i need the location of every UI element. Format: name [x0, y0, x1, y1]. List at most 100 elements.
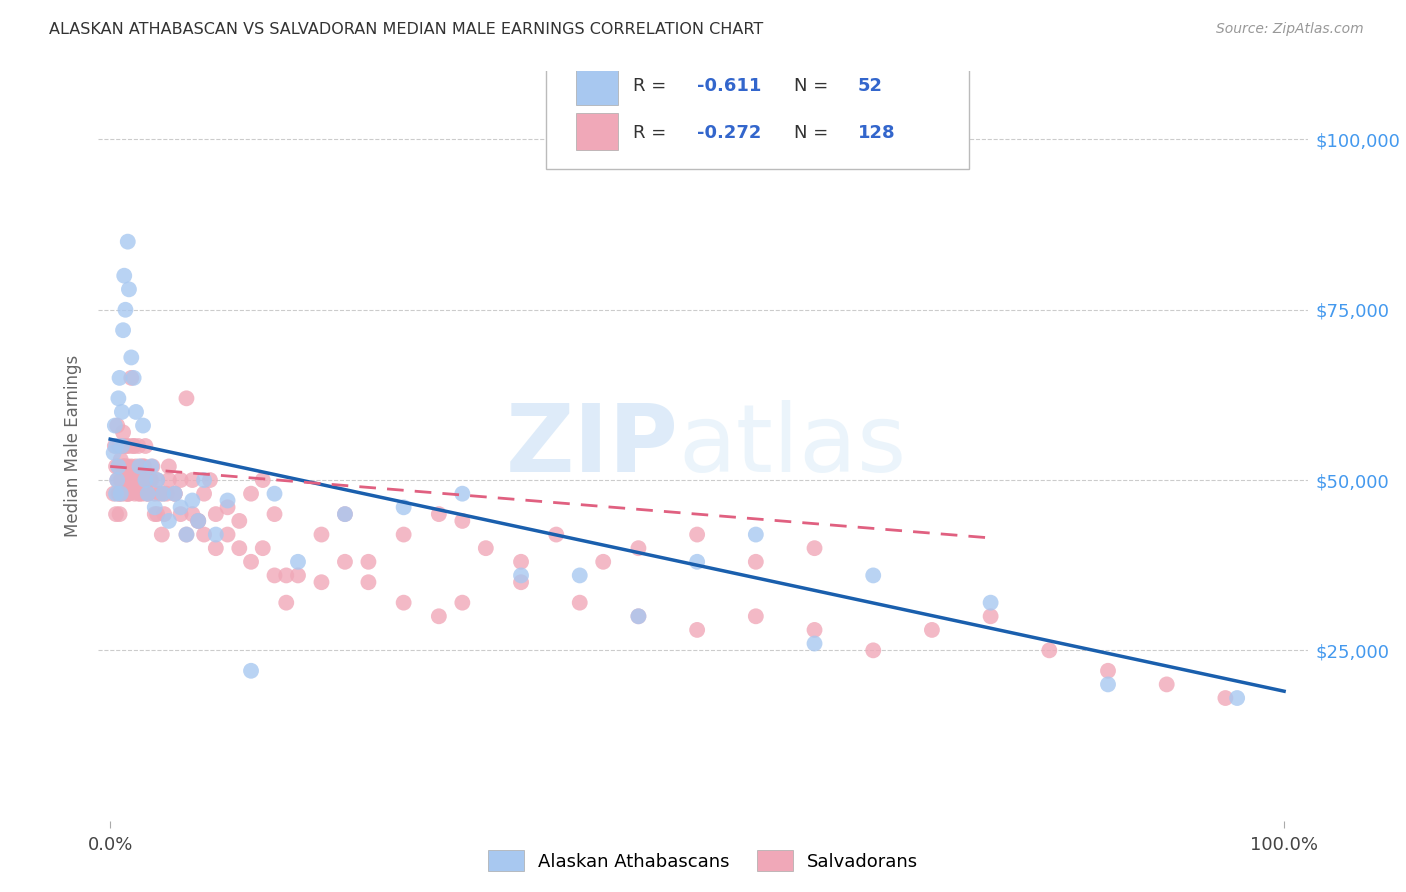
Point: [153, 507, 176, 521]
Point: [146, 473, 169, 487]
Point: [193, 486, 215, 500]
Point: [125, 405, 148, 419]
Point: [105, 507, 128, 521]
Point: [287, 555, 309, 569]
Point: [686, 555, 709, 569]
Point: [217, 500, 239, 515]
Point: [114, 459, 136, 474]
Point: [127, 439, 149, 453]
Point: [333, 507, 356, 521]
Point: [141, 459, 163, 474]
Point: [112, 459, 135, 474]
Point: [134, 459, 156, 474]
Point: [1156, 677, 1178, 691]
Point: [105, 486, 128, 500]
Point: [114, 302, 136, 317]
Point: [112, 459, 135, 474]
Text: -0.611: -0.611: [697, 78, 761, 95]
Point: [112, 323, 135, 337]
Point: [118, 486, 141, 500]
Text: N =: N =: [793, 124, 834, 142]
Legend: Alaskan Athabascans, Salvadorans: Alaskan Athabascans, Salvadorans: [481, 843, 925, 879]
Point: [193, 527, 215, 541]
Point: [132, 459, 155, 474]
Point: [169, 500, 191, 515]
Point: [240, 555, 263, 569]
Point: [117, 486, 139, 500]
Point: [163, 486, 186, 500]
Point: [111, 405, 134, 419]
Point: [176, 527, 198, 541]
Point: [111, 486, 134, 500]
Text: 128: 128: [858, 124, 896, 142]
Point: [187, 514, 209, 528]
Text: Source: ZipAtlas.com: Source: ZipAtlas.com: [1216, 22, 1364, 37]
Point: [510, 555, 533, 569]
Point: [146, 473, 169, 487]
Point: [745, 527, 768, 541]
Point: [1226, 691, 1249, 706]
Point: [143, 507, 166, 521]
Point: [546, 527, 568, 541]
Point: [120, 371, 142, 385]
Point: [686, 623, 709, 637]
Point: [115, 473, 138, 487]
Point: [107, 486, 129, 500]
Point: [193, 473, 215, 487]
Point: [118, 282, 141, 296]
Point: [132, 418, 155, 433]
Point: [110, 486, 132, 500]
Point: [169, 507, 191, 521]
Point: [803, 541, 825, 556]
Point: [157, 514, 180, 528]
Point: [745, 555, 768, 569]
Point: [163, 486, 186, 500]
Point: [125, 473, 148, 487]
Point: [157, 459, 180, 474]
Point: [127, 473, 149, 487]
Point: [136, 486, 159, 500]
Point: [128, 459, 150, 474]
Point: [276, 596, 298, 610]
Point: [120, 473, 142, 487]
Point: [627, 609, 650, 624]
Point: [803, 623, 825, 637]
Point: [117, 235, 139, 249]
Text: ALASKAN ATHABASCAN VS SALVADORAN MEDIAN MALE EARNINGS CORRELATION CHART: ALASKAN ATHABASCAN VS SALVADORAN MEDIAN …: [49, 22, 763, 37]
Point: [108, 439, 131, 453]
Point: [451, 596, 474, 610]
Point: [181, 507, 204, 521]
Point: [921, 623, 943, 637]
Point: [134, 439, 156, 453]
Point: [451, 514, 474, 528]
Point: [120, 351, 142, 365]
Point: [111, 439, 134, 453]
Point: [181, 493, 204, 508]
Point: [263, 486, 285, 500]
Point: [134, 473, 156, 487]
Point: [120, 459, 142, 474]
Point: [125, 459, 148, 474]
Point: [129, 459, 152, 474]
Point: [110, 473, 132, 487]
Point: [104, 439, 127, 453]
Point: [117, 486, 139, 500]
Point: [240, 664, 263, 678]
FancyBboxPatch shape: [576, 112, 619, 150]
Point: [451, 486, 474, 500]
Point: [112, 425, 135, 440]
Point: [1097, 664, 1119, 678]
Point: [510, 568, 533, 582]
Text: ZIP: ZIP: [506, 400, 679, 492]
Point: [217, 493, 239, 508]
Point: [357, 555, 380, 569]
Point: [187, 514, 209, 528]
Point: [110, 452, 132, 467]
Point: [627, 541, 650, 556]
Point: [134, 473, 156, 487]
Point: [139, 473, 162, 487]
Point: [143, 486, 166, 500]
Point: [146, 507, 169, 521]
Point: [204, 541, 226, 556]
Point: [1038, 643, 1060, 657]
